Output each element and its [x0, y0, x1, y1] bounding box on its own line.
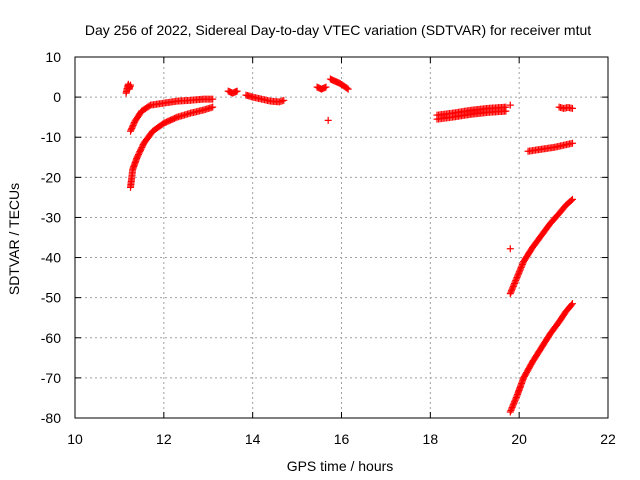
series-track: [313, 83, 330, 93]
data-point: [568, 104, 576, 112]
chart-title: Day 256 of 2022, Sidereal Day-to-day VTE…: [85, 22, 591, 38]
x-tick-label: 14: [245, 431, 261, 447]
series-track: [433, 103, 510, 119]
series-track: [122, 80, 135, 97]
series-track: [127, 95, 217, 135]
data-points: [122, 75, 576, 416]
data-point: [280, 96, 288, 104]
x-tick-label: 22: [600, 431, 616, 447]
series-track: [506, 101, 514, 109]
y-tick-label: -70: [41, 370, 61, 386]
data-point: [506, 101, 514, 109]
y-tick-label: 10: [45, 49, 61, 65]
axis-ticks: 10 12 14 16 18 20 22 10 0 -10 -20 -30 -40 -50 -60 -70 -8…: [41, 49, 616, 447]
data-point: [343, 84, 351, 92]
data-point: [568, 195, 576, 203]
series-track: [506, 245, 514, 253]
series-track: [555, 103, 576, 112]
data-point: [209, 103, 217, 111]
data-point: [344, 85, 352, 93]
y-tick-label: -80: [41, 410, 61, 426]
data-point: [127, 81, 135, 89]
y-tick-label: -30: [41, 209, 61, 225]
series-track: [524, 139, 576, 155]
series-track: [242, 91, 288, 106]
data-point: [209, 95, 217, 103]
y-axis-label: SDTVAR / TECUs: [6, 183, 22, 295]
x-tick-label: 16: [334, 431, 350, 447]
series-track: [506, 300, 576, 416]
series-track: [506, 195, 576, 298]
x-tick-label: 10: [67, 431, 83, 447]
data-point: [568, 300, 576, 308]
y-tick-label: 0: [53, 89, 61, 105]
y-tick-label: -40: [41, 250, 61, 266]
series-track: [127, 103, 217, 191]
data-point: [502, 103, 510, 111]
y-tick-label: -20: [41, 169, 61, 185]
grid-lines: [75, 57, 608, 418]
data-point: [567, 196, 575, 204]
series-track: [324, 116, 332, 124]
data-point: [506, 245, 514, 253]
data-point: [324, 116, 332, 124]
y-tick-label: -60: [41, 330, 61, 346]
x-tick-label: 20: [511, 431, 527, 447]
y-tick-label: -10: [41, 129, 61, 145]
data-point: [568, 301, 576, 309]
x-tick-label: 18: [423, 431, 439, 447]
y-tick-label: -50: [41, 290, 61, 306]
x-tick-label: 12: [156, 431, 172, 447]
data-point: [322, 83, 330, 91]
series-track: [224, 87, 241, 97]
series-track: [326, 75, 352, 93]
data-point: [568, 139, 576, 147]
x-axis-label: GPS time / hours: [287, 458, 394, 474]
data-point: [233, 87, 241, 95]
